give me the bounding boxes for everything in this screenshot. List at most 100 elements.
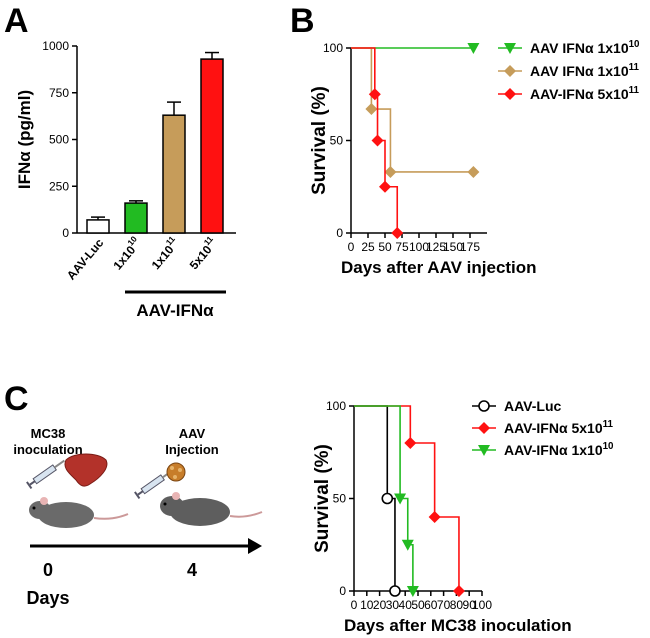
- chart-b-x-tick-label: 0: [348, 240, 355, 254]
- chart-b-legend-marker: [504, 88, 516, 100]
- chart-b-y-tick-label: 100: [323, 41, 343, 55]
- chart-b-legend-marker: [504, 43, 516, 54]
- chart-c-legend-label-base: AAV-IFNα 1x10: [504, 442, 603, 458]
- chart-a-y-tick-label: 750: [49, 86, 69, 100]
- chart-b-data-point: [391, 227, 404, 239]
- chart-b-legend-label-base: AAV-IFNα 5x10: [530, 86, 629, 102]
- chart-b-x-tick-label: 100: [409, 240, 429, 254]
- panel-c-letter: C: [4, 380, 29, 418]
- chart-c-data-point: [406, 586, 419, 597]
- schedule-step2-line2: Injection: [165, 442, 219, 457]
- chart-b-data-point: [371, 134, 384, 147]
- chart-b-y-tick-label: 50: [330, 134, 344, 148]
- schedule-day-0: 0: [43, 560, 53, 580]
- chart-c-series-line: [354, 405, 414, 591]
- schedule-step2-line1: AAV: [179, 426, 206, 441]
- chart-c-x-tick-label: 80: [450, 598, 464, 612]
- chart-a-y-tick-label: 500: [49, 133, 69, 147]
- chart-c-data-point: [404, 437, 417, 449]
- chart-b-data-point: [379, 180, 391, 193]
- chart-c-y-tick-label: 50: [333, 492, 347, 506]
- chart-c-x-tick-label: 40: [399, 598, 413, 612]
- chart-a-bar: [124, 202, 148, 234]
- chart-b-legend-label-exp: 11: [629, 85, 640, 96]
- chart-b-y-axis-label: Survival (%): [309, 86, 330, 195]
- chart-a-category-label-base: AAV-Luc: [64, 236, 107, 283]
- chart-c-data-point: [401, 539, 414, 551]
- experiment-schedule: MC38 inoculation AAV Injection: [13, 426, 263, 608]
- chart-c-x-axis-label: Days after MC38 inoculation: [344, 616, 572, 635]
- chart-b-legend-label-exp: 10: [629, 39, 640, 50]
- chart-b-data-point: [384, 165, 397, 178]
- chart-c-x-tick-label: 20: [373, 598, 387, 612]
- syringe-icon: [26, 459, 65, 490]
- chart-c-legend-label-exp: 11: [603, 419, 614, 430]
- chart-a-category-label: 5x1011: [184, 234, 220, 272]
- chart-b-x-tick-label: 175: [460, 240, 480, 254]
- chart-b-x-tick-label: 125: [426, 240, 446, 254]
- chart-c-x-tick-label: 10: [360, 598, 374, 612]
- chart-c-x-tick-label: 90: [463, 598, 477, 612]
- chart-c-legend-marker: [478, 445, 490, 456]
- chart-c-x-tick-label: 60: [424, 598, 438, 612]
- chart-b-legend-label: AAV IFNα 1x1010: [530, 39, 640, 56]
- chart-a-category-label: 1x1011: [146, 234, 182, 272]
- chart-a-ifn-bar-chart: 0 250 500 750 1000 IFNα (pg/ml) AAV-Luc 1x10101…: [15, 39, 236, 320]
- schedule-step1-line1: MC38: [31, 426, 66, 441]
- chart-c-legend-label-base: AAV-Luc: [504, 398, 562, 414]
- virus-particle-icon: [166, 462, 186, 482]
- chart-b-data-point: [467, 43, 480, 54]
- chart-c-legend-label-exp: 10: [603, 441, 614, 452]
- chart-a-group-label: AAV-IFNα: [136, 301, 214, 320]
- chart-b-data-point: [368, 88, 381, 101]
- chart-a-category-label-base: 1x10: [110, 243, 138, 273]
- chart-c-x-tick-label: 100: [472, 598, 492, 612]
- chart-b-x-tick-label: 50: [378, 240, 392, 254]
- chart-c-y-tick-label: 0: [339, 584, 346, 598]
- chart-b-legend-label-base: AAV IFNα 1x10: [530, 40, 629, 56]
- chart-b-x-axis-label: Days after AAV injection: [341, 258, 537, 277]
- mouse-icon: [29, 497, 129, 528]
- chart-b-y-tick-label: 0: [336, 226, 343, 240]
- chart-a-y-tick-label: 0: [62, 226, 69, 240]
- chart-c-series-line: [354, 405, 460, 591]
- chart-a-y-axis-label: IFNα (pg/ml): [15, 90, 34, 189]
- chart-c-data-point: [394, 493, 407, 505]
- chart-a-category-label-base: 1x10: [149, 242, 177, 272]
- chart-a-y-tick-label: 250: [49, 179, 69, 193]
- chart-a-category-label: 1x1010: [108, 234, 144, 273]
- schedule-day-4: 4: [187, 560, 197, 580]
- chart-c-legend-label-base: AAV-IFNα 5x10: [504, 420, 603, 436]
- schedule-days-label: Days: [26, 588, 69, 608]
- chart-c-legend-label: AAV-IFNα 5x1011: [504, 419, 614, 436]
- chart-a-bar: [200, 58, 224, 234]
- schedule-step1-line2: inoculation: [13, 442, 82, 457]
- chart-b-legend-label: AAV IFNα 1x1011: [530, 62, 640, 79]
- chart-c-y-axis-label: Survival (%): [312, 444, 333, 553]
- chart-a-category-label-base: 5x10: [187, 242, 215, 272]
- chart-b-legend-marker: [504, 65, 516, 77]
- chart-c-legend-label: AAV-IFNα 1x1010: [504, 441, 614, 458]
- chart-b-data-point: [365, 103, 378, 116]
- timeline-arrowhead: [248, 538, 262, 554]
- chart-c-x-tick-label: 70: [437, 598, 451, 612]
- chart-c-data-point: [389, 585, 401, 597]
- chart-a-bar: [162, 114, 186, 234]
- panel-a-letter: A: [4, 2, 29, 40]
- chart-b-legend-label: AAV-IFNα 5x1011: [530, 85, 640, 102]
- panel-b-letter: B: [290, 2, 315, 40]
- chart-b-data-point: [467, 165, 480, 178]
- chart-c-y-tick-label: 100: [326, 399, 346, 413]
- chart-a-category-label: AAV-Luc: [64, 236, 107, 283]
- chart-a-y-tick-label: 1000: [42, 39, 69, 53]
- chart-a-bar: [86, 219, 110, 234]
- chart-c-legend-label: AAV-Luc: [504, 398, 562, 414]
- chart-c-data-point: [452, 585, 465, 597]
- chart-c-x-tick-label: 30: [386, 598, 400, 612]
- chart-c-x-tick-label: 0: [351, 598, 358, 612]
- chart-b-legend-label-base: AAV IFNα 1x10: [530, 63, 629, 79]
- chart-c-data-point: [428, 511, 441, 523]
